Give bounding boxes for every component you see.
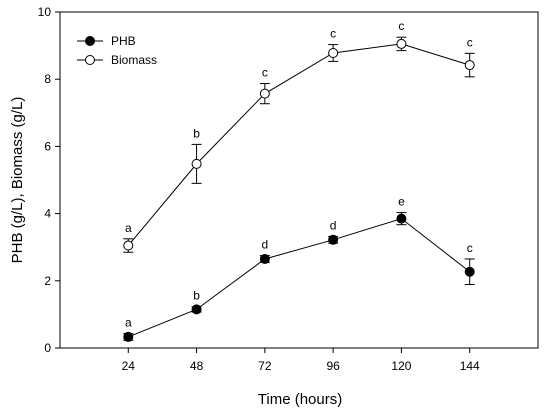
x-tick-label: 144 <box>460 359 480 373</box>
x-axis-ticks: 24 48 72 96 120 144 <box>122 348 480 373</box>
significance-label: a <box>125 221 132 235</box>
significance-label: c <box>330 27 336 41</box>
data-point <box>259 88 270 99</box>
plot-frame <box>59 11 539 349</box>
series-phb: a b d d e c <box>123 195 475 342</box>
legend-label: PHB <box>111 34 136 48</box>
data-point <box>191 158 202 169</box>
significance-label: c <box>467 35 473 49</box>
y-axis-ticks: 0 2 4 6 8 10 <box>38 5 60 355</box>
data-point <box>328 47 339 58</box>
significance-label: c <box>467 241 473 255</box>
y-axis-label: PHB (g/L), Biomass (g/L) <box>9 97 26 264</box>
y-tick-label: 0 <box>44 341 51 355</box>
legend-item: Biomass <box>77 53 157 67</box>
legend-item: PHB <box>77 34 136 48</box>
y-tick-label: 6 <box>44 139 51 153</box>
significance-label: b <box>193 289 200 303</box>
series-layer: a b d d e c a b c c c c <box>123 19 475 342</box>
x-tick-label: 72 <box>258 359 272 373</box>
x-tick-label: 120 <box>391 359 411 373</box>
series-biomass: a b c c c c <box>123 19 475 253</box>
series-line <box>128 218 471 338</box>
data-point <box>259 253 270 264</box>
x-axis-label: Time (hours) <box>258 391 342 408</box>
x-tick-label: 48 <box>190 359 204 373</box>
significance-label: c <box>262 66 268 80</box>
data-point <box>396 213 407 224</box>
significance-label: e <box>398 195 405 209</box>
significance-label: d <box>262 238 269 252</box>
legend-marker <box>85 36 95 46</box>
data-point <box>464 266 475 277</box>
significance-label: c <box>398 19 404 33</box>
legend-marker <box>85 55 95 65</box>
data-point <box>464 60 475 71</box>
series-line <box>127 43 470 246</box>
significance-label: b <box>193 126 200 140</box>
data-point <box>396 38 407 49</box>
legend-label: Biomass <box>111 53 157 67</box>
significance-label: a <box>125 316 132 330</box>
data-point <box>123 240 134 251</box>
data-point <box>328 234 339 245</box>
y-tick-label: 2 <box>44 274 51 288</box>
y-tick-label: 10 <box>38 5 52 19</box>
x-tick-label: 24 <box>122 359 136 373</box>
data-point <box>123 331 134 342</box>
y-tick-label: 4 <box>44 207 51 221</box>
data-point <box>191 304 202 315</box>
significance-label: d <box>330 218 337 232</box>
y-tick-label: 8 <box>44 72 51 86</box>
legend: PHB Biomass <box>77 34 157 67</box>
x-tick-label: 96 <box>326 359 340 373</box>
